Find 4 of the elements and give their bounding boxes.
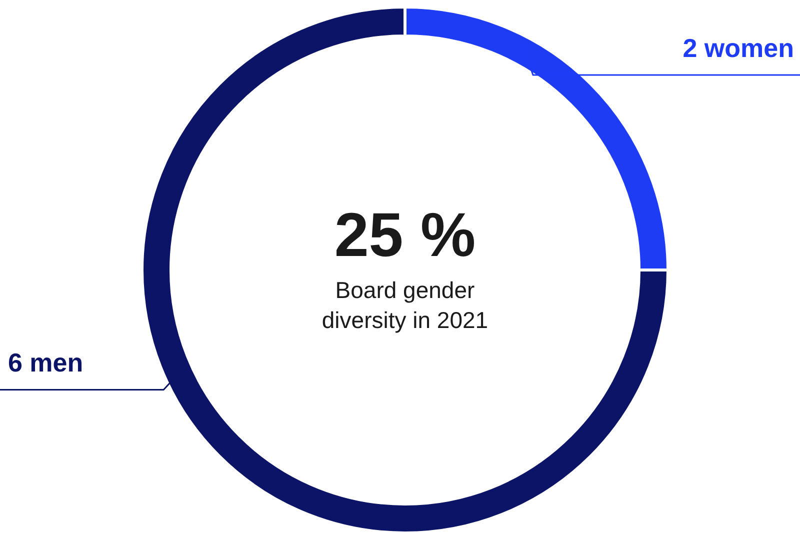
slice-label: 2 women bbox=[682, 33, 794, 63]
slice-label: 6 men bbox=[8, 348, 84, 378]
text: Board gender diversity in 2021 bbox=[322, 277, 488, 333]
text: 25 % bbox=[334, 201, 476, 270]
